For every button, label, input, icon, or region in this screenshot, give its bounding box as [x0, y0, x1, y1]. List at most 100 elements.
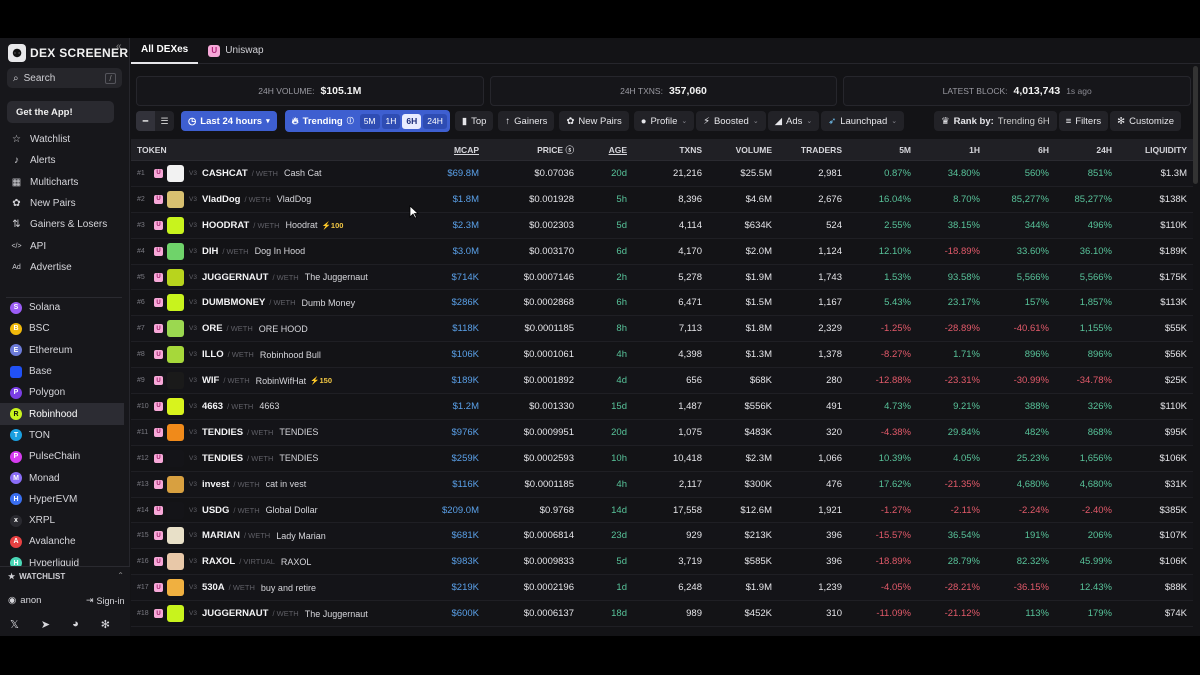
- top-button[interactable]: ▮ Top: [454, 111, 494, 131]
- col-mcap[interactable]: MCAP: [453, 144, 479, 155]
- ads-filter[interactable]: ◢ Ads ⌄: [767, 111, 820, 131]
- table-row[interactable]: #12 U V3 TENDIES / WETH TENDIES $259K $0.000259…: [131, 446, 1193, 472]
- chain-item-base[interactable]: Base: [0, 361, 124, 382]
- chain-label: TON: [29, 429, 50, 441]
- trending-6h[interactable]: 6H: [402, 113, 422, 129]
- table-row[interactable]: #14 U V3 USDG / WETH Global Dollar $209.0M $0.9…: [131, 498, 1193, 524]
- boosted-filter[interactable]: ⚡︎ Boosted ⌄: [696, 111, 766, 131]
- col-24h[interactable]: 24H: [1096, 144, 1112, 155]
- col-price[interactable]: PRICE ⓢ: [485, 144, 580, 156]
- search-input[interactable]: ⌕ Search /: [7, 68, 122, 88]
- chain-item-ton[interactable]: T TON: [0, 425, 124, 446]
- table-row[interactable]: #2 U V3 VladDog / WETH VladDog $1.8M $0.001928 5…: [131, 187, 1193, 213]
- table-row[interactable]: #15 U V3 MARIAN / WETH Lady Marian $681K $0.000…: [131, 523, 1193, 550]
- uniswap-icon: U: [154, 220, 163, 230]
- table-row[interactable]: #16 U V3 RAXOL / VIRTUAL RAXOL $983K $0.0009833…: [131, 549, 1193, 576]
- chain-item-avalanche[interactable]: A Avalanche: [0, 531, 124, 552]
- tab-uniswap[interactable]: U Uniswap: [198, 38, 273, 64]
- get-app-button[interactable]: Get the App!: [7, 101, 114, 123]
- filters-button[interactable]: ≡ Filters: [1058, 111, 1109, 131]
- table-row[interactable]: #4 U V3 DIH / WETH Dog In Hood $3.0M $0.003170 6…: [131, 239, 1193, 265]
- volume-value: $68K: [749, 375, 772, 387]
- table-row[interactable]: #9 U V3 WIF / WETH RobinWifHat ⚡150 $189K $0.000…: [131, 368, 1193, 395]
- txns-value: 4,398: [678, 349, 702, 361]
- chain-item-xrpl[interactable]: x XRPL: [0, 510, 124, 531]
- x-twitter-icon[interactable]: 𝕏: [10, 619, 19, 631]
- chain-item-robinhood[interactable]: R Robinhood: [0, 403, 124, 425]
- rank-label: #14: [137, 506, 149, 514]
- token-avatar: [167, 579, 184, 597]
- token-name: Cash Cat: [283, 168, 322, 179]
- customize-button[interactable]: ✻ Customize: [1110, 111, 1181, 131]
- table-row[interactable]: #13 U V3 invest / WETH cat in vest $116K $0.000…: [131, 471, 1193, 498]
- table-row[interactable]: #11 U V3 TENDIES / WETH TENDIES $976K $0.000995…: [131, 419, 1193, 446]
- trending-24h[interactable]: 24H: [423, 113, 447, 129]
- chevron-up-icon[interactable]: ⌃: [117, 571, 124, 580]
- volume-value: $300K: [744, 478, 772, 490]
- trending-1h[interactable]: 1H: [381, 113, 401, 129]
- chain-item-monad[interactable]: M Monad: [0, 467, 124, 488]
- chain-item-bsc[interactable]: B BSC: [0, 318, 124, 339]
- col-age[interactable]: AGE: [608, 144, 627, 155]
- chain-item-solana[interactable]: S Solana: [0, 297, 124, 318]
- collapse-sidebar-icon[interactable]: «: [116, 41, 122, 52]
- liquidity-value: $74K: [1164, 608, 1187, 620]
- table-row[interactable]: #10 U V3 4663/ WETH 4663 $1.2M $0.001330 15d 1,4…: [131, 394, 1193, 420]
- change-5m: -1.27%: [880, 504, 911, 516]
- table-row[interactable]: #3 U V3 HOODRAT / WETH Hoodrat ⚡100 $2.3M $0.002…: [131, 212, 1193, 239]
- sidebar-item-gainers-losers[interactable]: ⇅ Gainers & Losers: [0, 214, 124, 235]
- compact-view-icon[interactable]: ━: [136, 111, 155, 131]
- col-volume[interactable]: VOLUME: [735, 144, 772, 155]
- table-row[interactable]: #17 U V3 530A / WETH buy and retire $219K $0.00…: [131, 575, 1193, 602]
- boosted-label: Boosted: [713, 115, 749, 127]
- discord-icon[interactable]: ◕: [72, 618, 79, 630]
- trending-5m[interactable]: 5M: [359, 113, 380, 129]
- gainers-button[interactable]: ↑ Gainers: [498, 111, 555, 131]
- col-traders[interactable]: TRADERS: [800, 144, 842, 155]
- col-1h[interactable]: 1H: [969, 144, 980, 155]
- table-row[interactable]: #6 U V3 DUMBMONEY / WETH Dumb Money $286K $0.00…: [131, 290, 1193, 317]
- new-pairs-button[interactable]: ✿ New Pairs: [559, 111, 629, 131]
- sidebar-item-advertise[interactable]: Ad Advertise: [0, 257, 124, 278]
- scrollbar[interactable]: [1193, 66, 1198, 184]
- time-range-dropdown[interactable]: ◷ Last 24 hours ▾: [181, 111, 277, 131]
- chain-item-ethereum[interactable]: E Ethereum: [0, 340, 124, 361]
- uniswap-icon: U: [154, 376, 163, 386]
- chain-item-polygon[interactable]: P Polygon: [0, 382, 124, 403]
- sidebar-item-alerts[interactable]: ♪ Alerts: [0, 150, 124, 171]
- table-row[interactable]: #5 U V3 JUGGERNAUT / WETH The Juggernaut $714K…: [131, 264, 1193, 291]
- tab-all-dexes[interactable]: All DEXes: [131, 38, 199, 64]
- chain-item-pulsechain[interactable]: P PulseChain: [0, 446, 124, 467]
- col-liquidity[interactable]: LIQUIDITY: [1144, 144, 1187, 155]
- sidebar-item-new-pairs[interactable]: ✿ New Pairs: [0, 193, 124, 214]
- col-6h[interactable]: 6H: [1038, 144, 1049, 155]
- chain-item-hyperevm[interactable]: H HyperEVM: [0, 489, 124, 510]
- launchpad-filter[interactable]: ➶ Launchpad ⌄: [821, 111, 905, 131]
- settings-gear-icon[interactable]: ✻: [100, 619, 110, 631]
- currency-toggle-icon[interactable]: ⓢ: [565, 144, 574, 155]
- sign-in-button[interactable]: ⇥ Sign-in: [86, 595, 125, 606]
- watchlist-header[interactable]: ★ WATCHLIST: [8, 572, 65, 581]
- col-txns[interactable]: TXNS: [679, 144, 702, 155]
- col-token[interactable]: TOKEN: [137, 144, 167, 155]
- table-row[interactable]: #7 U V3 ORE / WETH ORE HOOD $118K $0.0001185 8h 7…: [131, 316, 1193, 343]
- token-cell: #6 U V3 DUMBMONEY / WETH Dumb Money: [131, 294, 391, 312]
- table-row[interactable]: #1 U V3 CASHCAT / WETH Cash Cat $69.8M $0.07036…: [131, 161, 1193, 187]
- pairs-table: TOKEN MCAP PRICE ⓢ AGE TXNS VOLUME TRADE…: [131, 139, 1193, 628]
- rank-by-dropdown[interactable]: ♛ Rank by: Trending 6H: [934, 111, 1057, 131]
- logo[interactable]: ⚉ DEX SCREENER: [8, 43, 128, 63]
- trending-button[interactable]: 🔥︎ Trending ⓘ: [288, 114, 358, 129]
- uniswap-icon: U: [154, 324, 163, 334]
- sidebar-item-api[interactable]: </> API: [0, 235, 124, 256]
- liquidity-value: $175K: [1159, 271, 1187, 283]
- list-view-icon[interactable]: ☰: [160, 115, 169, 126]
- col-5m[interactable]: 5M: [899, 144, 911, 155]
- table-row[interactable]: #18 U V3 JUGGERNAUT / WETH The Juggernaut $600…: [131, 601, 1193, 628]
- token-cell: #11 U V3 TENDIES / WETH TENDIES: [131, 423, 391, 441]
- sidebar-item-multicharts[interactable]: ▦ Multicharts: [0, 172, 124, 193]
- telegram-icon[interactable]: ➤: [40, 619, 51, 631]
- user-account[interactable]: ◉ anon: [8, 595, 41, 606]
- table-row[interactable]: #8 U V3 ILLO / WETH Robinhood Bull $106K $0.000…: [131, 342, 1193, 369]
- profile-filter[interactable]: ● Profile ⌄: [633, 111, 695, 131]
- sidebar-item-watchlist[interactable]: ☆ Watchlist: [0, 129, 124, 150]
